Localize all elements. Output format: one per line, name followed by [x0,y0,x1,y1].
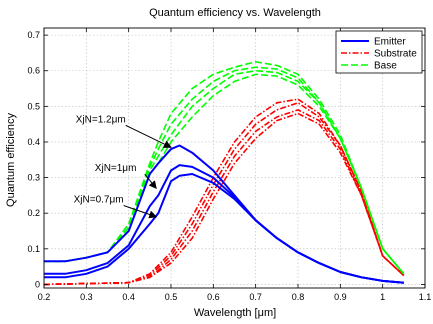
annotations: XjN=1.2μm XjN=1μm XjN=0.7μm [74,114,172,219]
legend-label-emitter: Emitter [374,37,406,48]
series-line-emitter [44,173,404,284]
x-tick-label: 0.2 [38,292,51,302]
y-tick-label: 0.1 [27,244,40,254]
y-tick-label: 0.4 [27,137,40,147]
x-tick-label: 0.7 [249,292,262,302]
y-tick-label: 0.6 [27,66,40,76]
x-tick-label: 0.3 [80,292,93,302]
x-tick-label: 0.6 [207,292,220,302]
x-tick-label: 0.5 [165,292,178,302]
legend-label-base: Base [374,61,397,72]
annotation-arrow [144,173,157,190]
x-tick-label: 0.9 [334,292,347,302]
y-axis-label: Quantum efficiency [5,113,17,207]
series-line-substrate [43,112,405,286]
x-tick-label: 0.4 [122,292,135,302]
y-tick-label: 0.2 [27,208,40,218]
x-axis-label: Wavelength [μm] [194,307,276,319]
annotation-arrow [125,124,172,148]
x-tick-label: 1 [380,292,385,302]
y-tick-label: 0.3 [27,173,40,183]
series-layer [43,61,405,286]
y-tick-label: 0.5 [27,101,40,111]
y-tick-label: 0 [35,279,40,289]
legend-box [335,30,423,74]
legend-label-substrate: Substrate [374,49,417,60]
axes: 0.2 0.3 0.4 0.5 0.6 0.7 0.8 0.9 1 1.1 0 0.1 0.2 0.3 0.… [27,27,432,302]
annotation-label: XjN=1μm [95,163,137,174]
chart-title: Quantum efficiency vs. Wavelength [149,7,321,19]
axes-box [43,27,426,289]
series-line-substrate [43,109,405,286]
series-line-substrate [43,102,405,286]
annotation-arrow [123,205,158,219]
series-line-substrate [43,98,405,286]
y-tick-label: 0.7 [27,30,40,40]
x-tick-label: 1.1 [419,292,432,302]
annotation-label: XjN=0.7μm [74,195,124,206]
annotation-label: XjN=1.2μm [76,114,126,125]
x-tick-label: 0.8 [292,292,305,302]
